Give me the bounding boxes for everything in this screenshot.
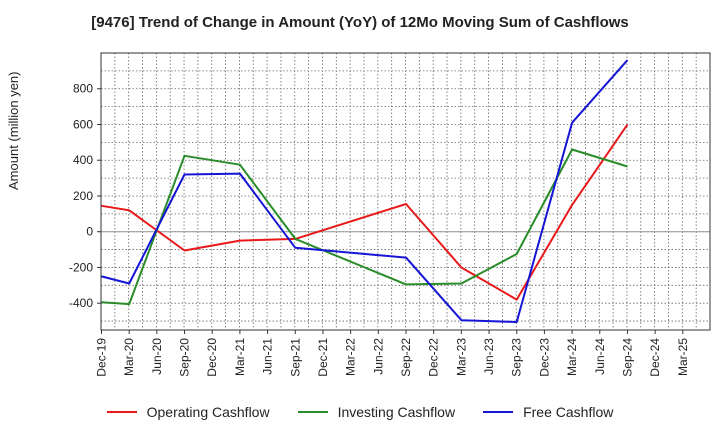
y-tick-label: -400 [69,296,93,310]
legend: Operating Cashflow Investing Cashflow Fr… [0,404,720,420]
legend-item-free: Free Cashflow [483,404,613,420]
x-tick-label: Jun-21 [261,338,275,375]
x-tick-label: Dec-19 [95,338,109,377]
legend-label-operating: Operating Cashflow [146,404,270,420]
line-chart: -400 -200 0 200 400 600 800 Dec-19 Mar-20 Jun-20 S… [69,52,711,377]
x-tick-label: Jun-22 [371,338,385,375]
x-tick-label: Sep-20 [178,338,192,377]
x-tick-label: Jun-23 [482,338,496,375]
y-tick-label: 200 [73,189,93,203]
x-tick-label: Mar-25 [676,338,690,376]
x-tick-label: Mar-23 [454,338,468,376]
x-tick-label: Mar-24 [565,338,579,376]
legend-swatch-investing [297,411,328,413]
legend-label-investing: Investing Cashflow [337,404,456,420]
x-tick-label: Mar-21 [233,338,247,376]
x-tick-label: Sep-22 [399,338,413,377]
legend-item-operating: Operating Cashflow [106,404,270,420]
x-tick-label: Dec-21 [316,338,330,377]
x-tick-label: Sep-21 [288,338,302,377]
chart-title: [9476] Trend of Change in Amount (YoY) o… [91,14,629,31]
x-tick-label: Dec-23 [537,338,551,377]
legend-item-investing: Investing Cashflow [297,404,456,420]
legend-swatch-free [483,411,514,413]
x-tick-label: Jun-24 [593,338,607,375]
x-tick-label: Dec-24 [648,338,662,377]
legend-swatch-operating [106,411,137,413]
x-tick-label: Dec-22 [427,338,441,377]
x-tick-label: Mar-20 [122,338,136,376]
x-tick-label: Sep-24 [620,338,634,377]
series-line-free-cashflow [101,59,629,323]
y-tick-label: 600 [73,117,93,131]
y-tick-label: 400 [73,153,93,167]
x-tick-label: Sep-23 [510,338,524,377]
legend-label-free: Free Cashflow [523,404,614,420]
x-tick-label: Mar-22 [344,338,358,376]
y-tick-label: 0 [86,225,93,239]
x-tick-label: Jun-20 [150,338,164,375]
x-tick-label: Dec-20 [205,338,219,377]
y-tick-label: -200 [69,260,93,274]
y-tick-label: 800 [73,82,93,96]
